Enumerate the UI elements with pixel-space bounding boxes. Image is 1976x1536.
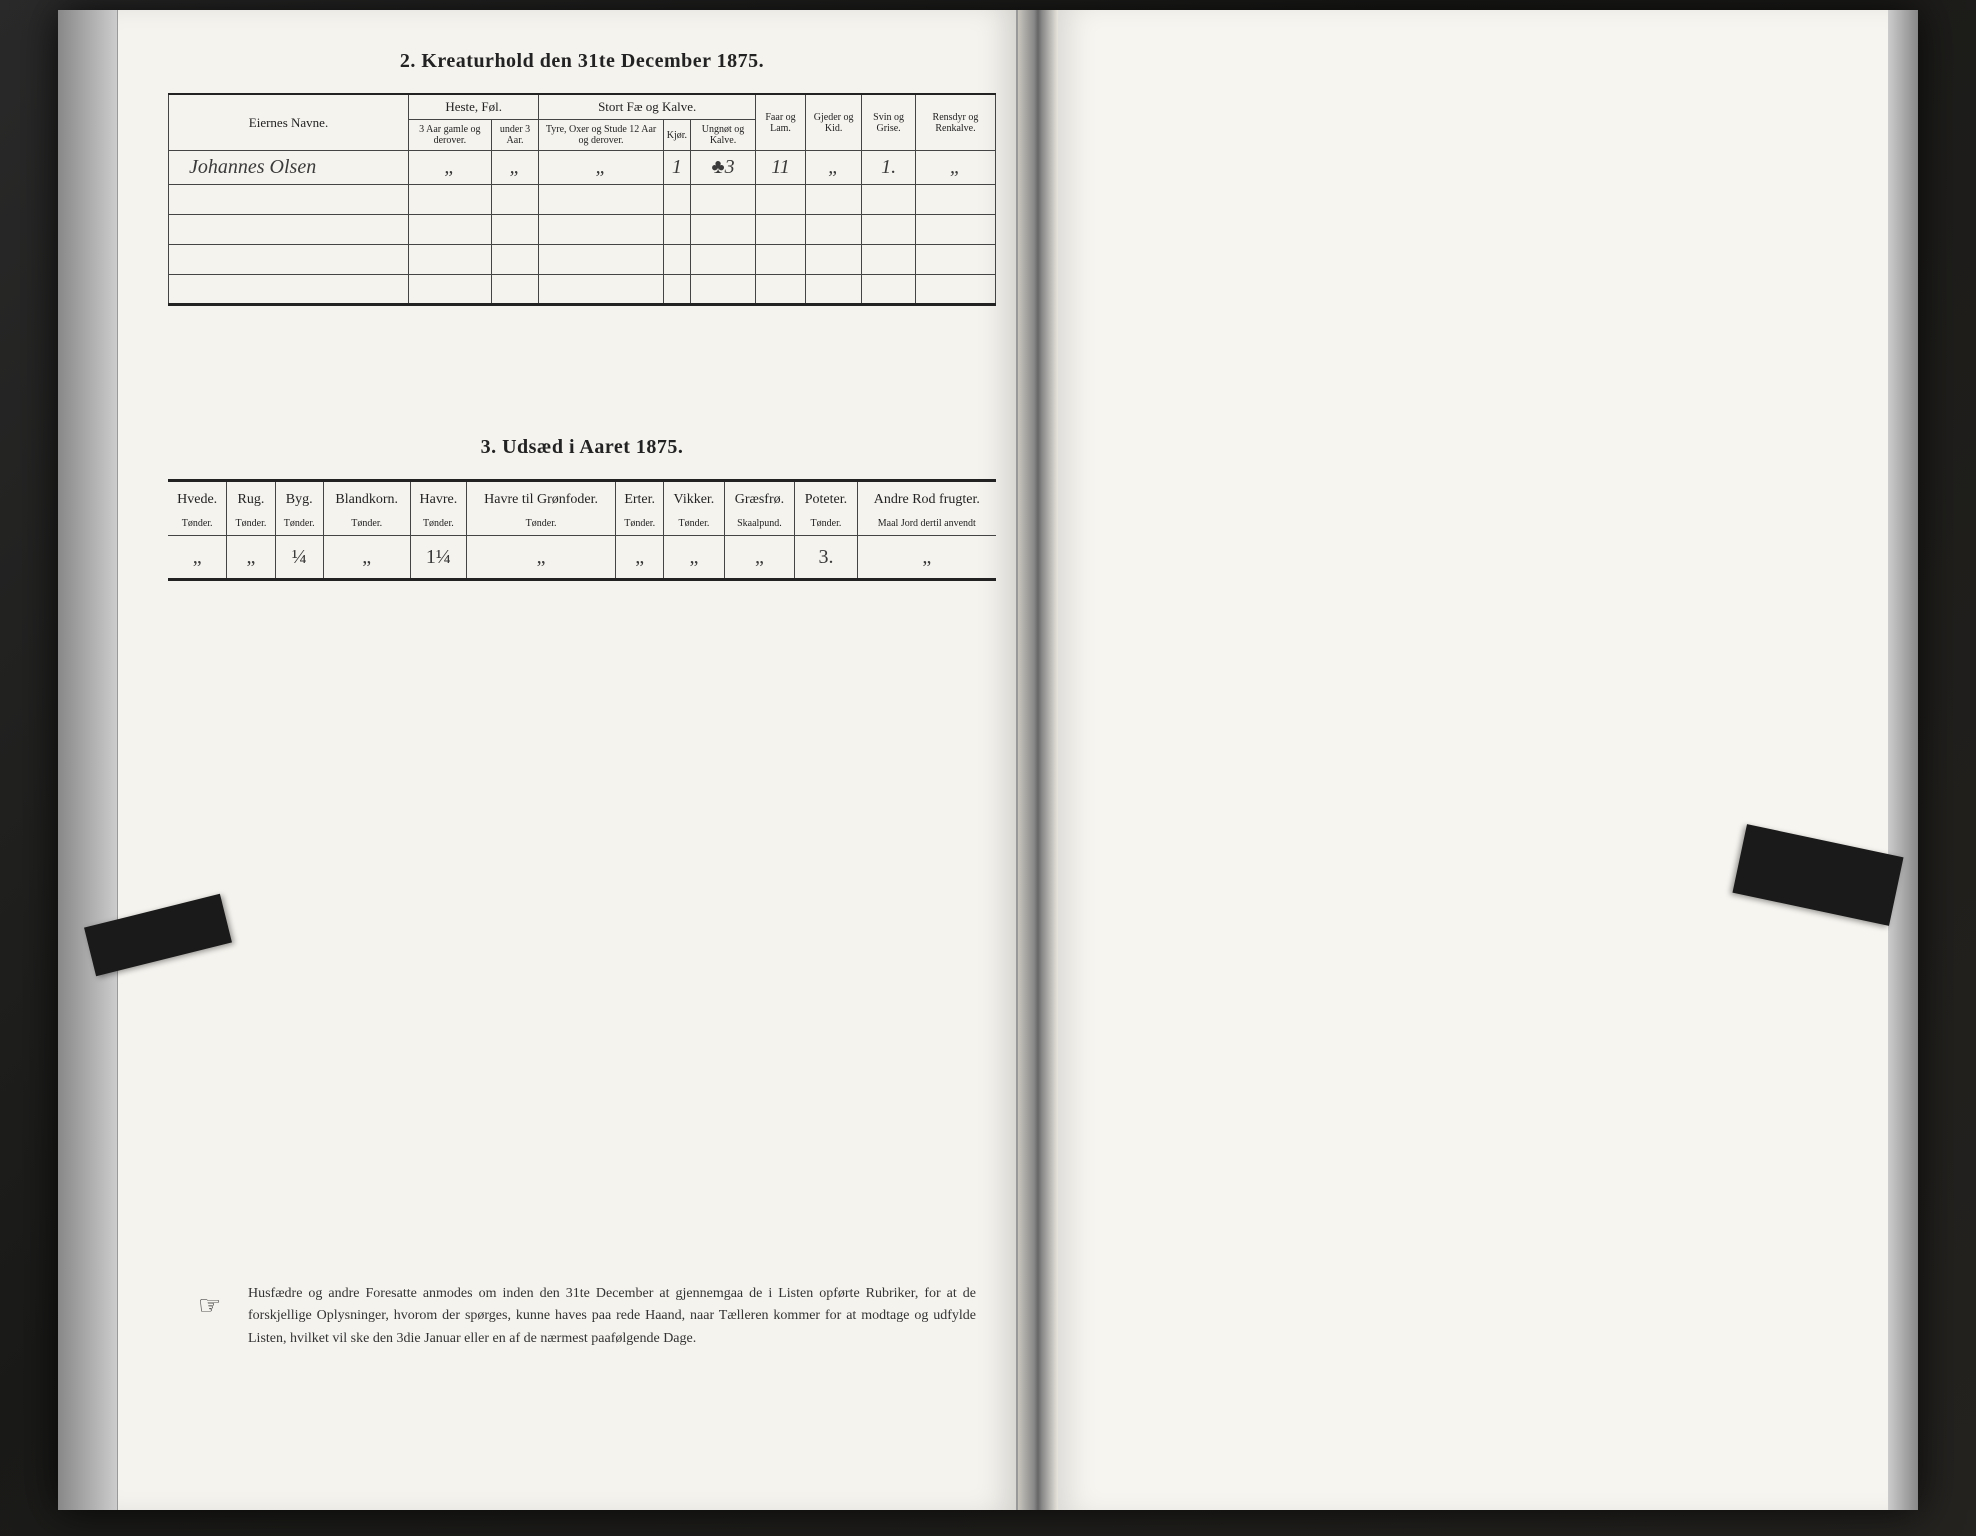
cell-svin: 1. — [862, 151, 916, 185]
book-edge-left — [58, 10, 118, 1510]
livestock-table: Eiernes Navne. Heste, Føl. Stort Fæ og K… — [168, 93, 996, 306]
cell-stort-c: ♣3 — [691, 151, 756, 185]
col-svin: Svin og Grise. — [862, 94, 916, 151]
cell-hvede: „ — [168, 536, 227, 580]
desk-background: 2. Kreaturhold den 31te December 1875. E… — [0, 0, 1976, 1536]
footnote: ☞ Husfædre og andre Foresatte anmodes om… — [248, 1283, 976, 1350]
unit-andre: Maal Jord dertil anvendt — [857, 513, 996, 536]
cell-graesfro: „ — [724, 536, 795, 580]
col-stort-group: Stort Fæ og Kalve. — [539, 94, 756, 120]
seed-row: „ „ ¼ „ 1¼ „ „ „ „ 3. „ — [168, 536, 996, 580]
cell-havre: 1¼ — [410, 536, 467, 580]
unit-byg: Tønder. — [275, 513, 323, 536]
empty-row — [169, 275, 996, 305]
empty-row — [169, 215, 996, 245]
unit-havre-gron: Tønder. — [467, 513, 616, 536]
cell-heste-b: „ — [491, 151, 539, 185]
col-havre-gron: Havre til Grønfoder. — [467, 481, 616, 514]
page-clip-right — [1732, 824, 1903, 926]
col-faar: Faar og Lam. — [756, 94, 806, 151]
unit-erter: Tønder. — [616, 513, 664, 536]
col-owner: Eiernes Navne. — [169, 94, 409, 151]
left-page: 2. Kreaturhold den 31te December 1875. E… — [118, 10, 1018, 1510]
empty-row — [169, 185, 996, 215]
section3-title: 3. Udsæd i Aaret 1875. — [168, 436, 996, 459]
col-stort-b: Kjør. — [663, 120, 690, 151]
col-stort-a: Tyre, Oxer og Stude 12 Aar og derover. — [539, 120, 663, 151]
cell-gjeder: „ — [806, 151, 862, 185]
col-hvede: Hvede. — [168, 481, 227, 514]
livestock-row: Johannes Olsen „ „ „ 1 ♣3 11 „ 1. „ — [169, 151, 996, 185]
book-edge-right — [1888, 10, 1918, 1510]
pointing-hand-icon: ☞ — [198, 1285, 221, 1327]
cell-rug: „ — [227, 536, 275, 580]
unit-graesfro: Skaalpund. — [724, 513, 795, 536]
col-byg: Byg. — [275, 481, 323, 514]
book-gutter — [1018, 10, 1058, 1510]
right-page — [1058, 10, 1888, 1510]
cell-rensdyr: „ — [915, 151, 995, 185]
col-heste-group: Heste, Føl. — [409, 94, 539, 120]
cell-poteter: 3. — [795, 536, 857, 580]
seed-table: Hvede. Rug. Byg. Blandkorn. Havre. Havre… — [168, 479, 996, 581]
cell-faar: 11 — [756, 151, 806, 185]
col-rug: Rug. — [227, 481, 275, 514]
section2-title: 2. Kreaturhold den 31te December 1875. — [168, 50, 996, 73]
footnote-text: Husfædre og andre Foresatte anmodes om i… — [248, 1286, 976, 1346]
cell-stort-b: 1 — [663, 151, 690, 185]
open-book: 2. Kreaturhold den 31te December 1875. E… — [58, 10, 1918, 1510]
cell-havre-gron: „ — [467, 536, 616, 580]
empty-row — [169, 245, 996, 275]
col-graesfro: Græsfrø. — [724, 481, 795, 514]
cell-byg: ¼ — [275, 536, 323, 580]
col-havre: Havre. — [410, 481, 467, 514]
cell-blandkorn: „ — [323, 536, 410, 580]
col-heste-b: under 3 Aar. — [491, 120, 539, 151]
cell-vikker: „ — [664, 536, 724, 580]
cell-erter: „ — [616, 536, 664, 580]
cell-owner: Johannes Olsen — [169, 151, 409, 185]
col-heste-a: 3 Aar gamle og derover. — [409, 120, 492, 151]
col-blandkorn: Blandkorn. — [323, 481, 410, 514]
col-gjeder: Gjeder og Kid. — [806, 94, 862, 151]
cell-andre: „ — [857, 536, 996, 580]
col-vikker: Vikker. — [664, 481, 724, 514]
col-rensdyr: Rensdyr og Renkalve. — [915, 94, 995, 151]
cell-stort-a: „ — [539, 151, 663, 185]
vertical-spacer — [168, 306, 996, 426]
unit-vikker: Tønder. — [664, 513, 724, 536]
col-erter: Erter. — [616, 481, 664, 514]
unit-hvede: Tønder. — [168, 513, 227, 536]
unit-havre: Tønder. — [410, 513, 467, 536]
unit-rug: Tønder. — [227, 513, 275, 536]
unit-poteter: Tønder. — [795, 513, 857, 536]
col-andre: Andre Rod frugter. — [857, 481, 996, 514]
col-poteter: Poteter. — [795, 481, 857, 514]
cell-heste-a: „ — [409, 151, 492, 185]
unit-blandkorn: Tønder. — [323, 513, 410, 536]
col-stort-c: Ungnøt og Kalve. — [691, 120, 756, 151]
